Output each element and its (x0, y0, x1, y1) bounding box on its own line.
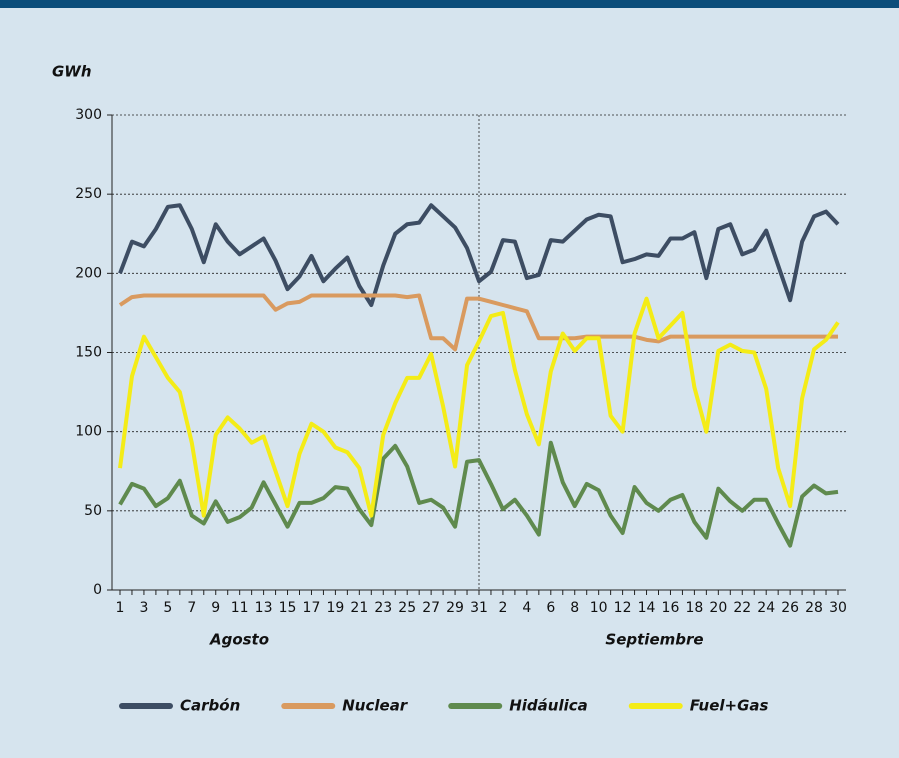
x-tick-label: 14 (638, 600, 656, 616)
legend-label: Hidáulica (509, 697, 588, 715)
y-tick-label: 0 (93, 582, 102, 598)
x-tick-label: 3 (139, 600, 148, 616)
x-tick-label: 1 (116, 600, 125, 616)
x-tick-label: 24 (757, 600, 775, 616)
y-axis-label: GWh (52, 63, 92, 81)
x-tick-label: 4 (522, 600, 531, 616)
x-tick-label: 31 (470, 600, 488, 616)
legend-label: Nuclear (342, 697, 409, 715)
x-tick-label: 30 (829, 600, 847, 616)
x-tick-label: 10 (590, 600, 608, 616)
x-tick-label: 16 (662, 600, 680, 616)
y-tick-label: 50 (84, 503, 102, 519)
x-tick-label: 28 (805, 600, 823, 616)
x-tick-label: 9 (211, 600, 220, 616)
x-tick-label: 23 (374, 600, 392, 616)
x-tick-label: 2 (498, 600, 507, 616)
series-line (118, 440, 839, 548)
series-line (118, 296, 840, 518)
y-tick-label: 200 (75, 265, 102, 281)
y-tick-label: 100 (75, 424, 102, 440)
x-tick-label: 25 (398, 600, 416, 616)
x-group-label: Agosto (209, 631, 269, 649)
x-tick-label: 6 (546, 600, 555, 616)
x-tick-label: 17 (303, 600, 321, 616)
x-tick-label: 8 (570, 600, 579, 616)
x-tick-label: 29 (446, 600, 464, 616)
x-tick-label: 12 (614, 600, 632, 616)
legend-label: Fuel+Gas (690, 697, 769, 715)
x-tick-label: 5 (163, 600, 172, 616)
x-tick-label: 26 (781, 600, 799, 616)
x-tick-label: 11 (231, 600, 249, 616)
series-line (118, 203, 840, 307)
x-tick-label: 18 (685, 600, 703, 616)
x-tick-label: 21 (350, 600, 368, 616)
legend-label: Carbón (180, 697, 240, 715)
x-group-label: Septiembre (605, 631, 703, 649)
y-tick-label: 250 (75, 186, 102, 202)
y-tick-label: 150 (75, 345, 102, 361)
x-tick-label: 20 (709, 600, 727, 616)
x-tick-label: 19 (326, 600, 344, 616)
x-tick-label: 15 (279, 600, 297, 616)
series-line (118, 293, 838, 352)
x-tick-label: 7 (187, 600, 196, 616)
x-tick-label: 27 (422, 600, 440, 616)
top-bar (0, 0, 899, 8)
x-tick-label: 22 (733, 600, 751, 616)
x-tick-label: 13 (255, 600, 273, 616)
y-tick-label: 300 (75, 107, 102, 123)
